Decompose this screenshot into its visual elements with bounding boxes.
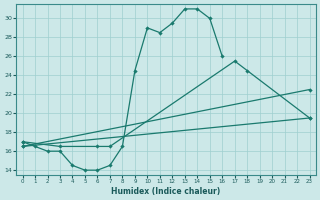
X-axis label: Humidex (Indice chaleur): Humidex (Indice chaleur)	[111, 187, 221, 196]
